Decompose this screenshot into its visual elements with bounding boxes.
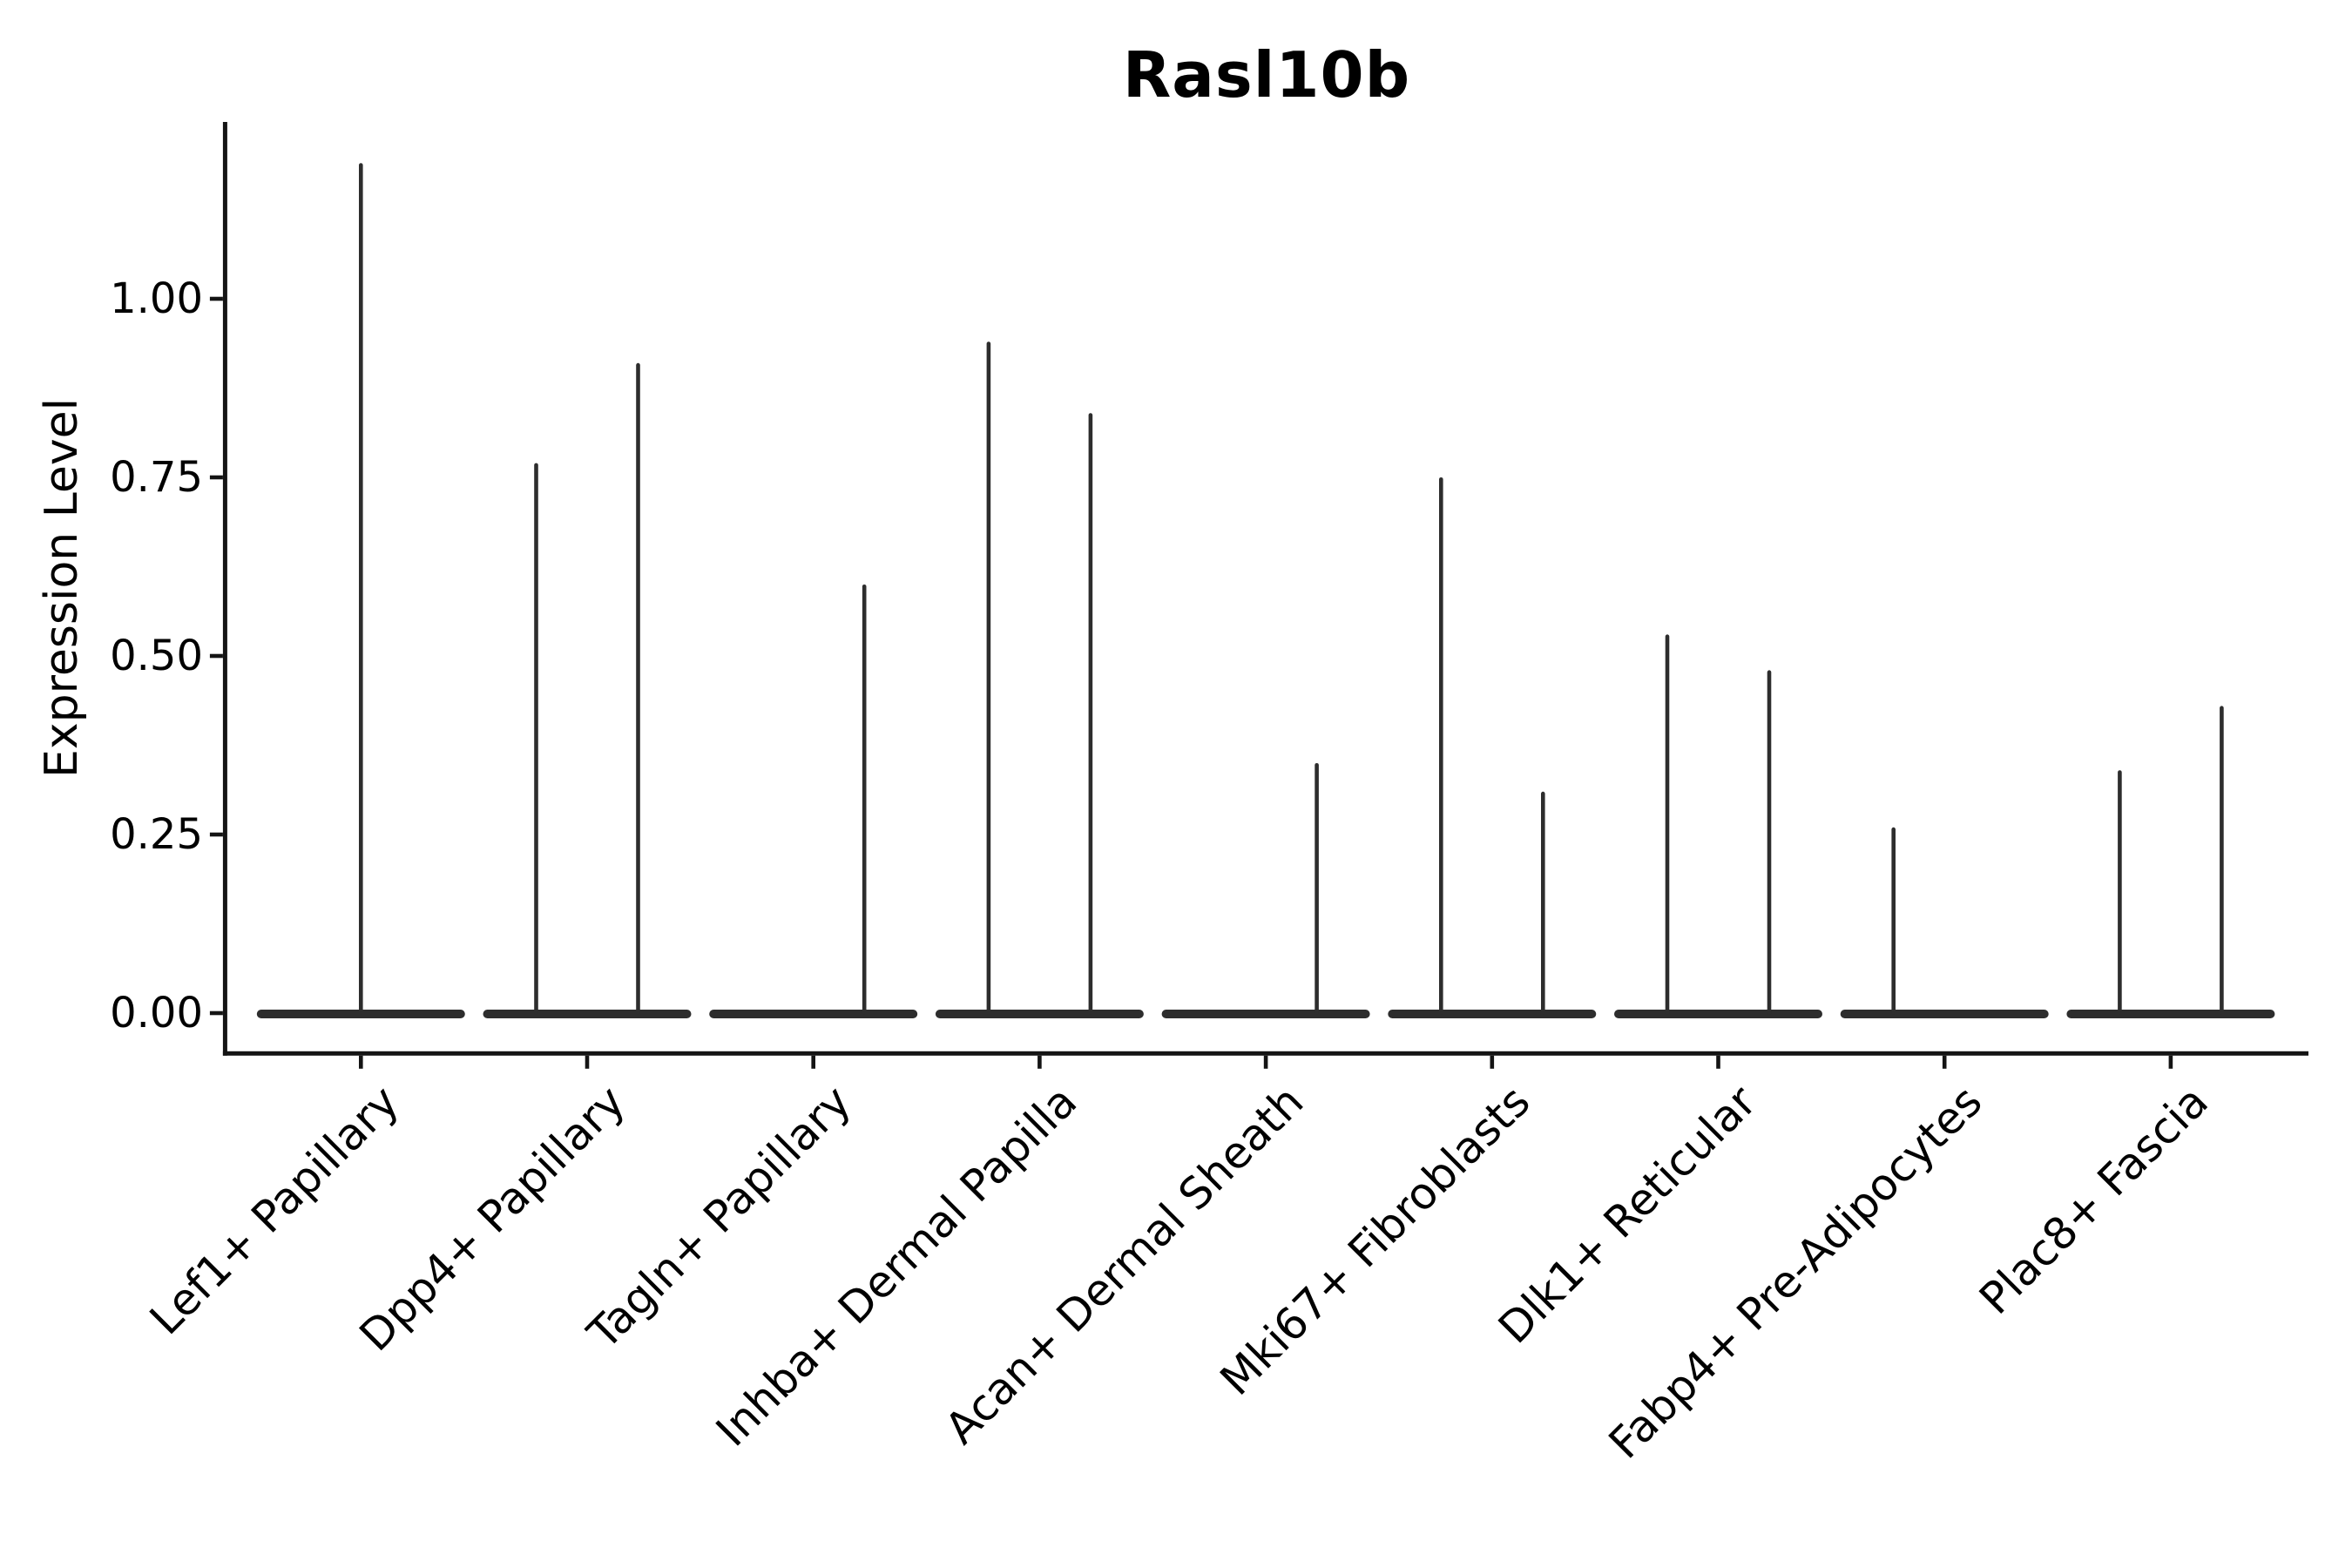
y-tick-mark bbox=[209, 475, 223, 480]
violin-spike bbox=[1767, 670, 1772, 1015]
violin-spike bbox=[1315, 763, 1319, 1015]
violin-body bbox=[1161, 1010, 1370, 1018]
violin-body bbox=[1388, 1010, 1597, 1018]
violin-spike bbox=[359, 163, 363, 1015]
y-tick-label: 0.25 bbox=[110, 810, 203, 859]
y-tick-label: 0.00 bbox=[110, 989, 203, 1037]
y-tick-mark bbox=[209, 653, 223, 659]
violin-spike bbox=[986, 341, 991, 1015]
y-tick-label: 0.75 bbox=[110, 453, 203, 502]
violin-body bbox=[1614, 1010, 1822, 1018]
y-tick-label: 1.00 bbox=[110, 274, 203, 323]
violin-spike bbox=[862, 585, 867, 1015]
x-tick-mark bbox=[1490, 1055, 1495, 1069]
violin-body bbox=[483, 1010, 692, 1018]
x-tick-mark bbox=[359, 1055, 363, 1069]
violin-spike bbox=[2220, 706, 2224, 1015]
y-tick-mark bbox=[209, 1010, 223, 1016]
violin-spike bbox=[1891, 827, 1896, 1015]
violin-spike bbox=[2118, 770, 2122, 1015]
violin-spike bbox=[1088, 413, 1093, 1015]
y-tick-mark bbox=[209, 296, 223, 301]
x-tick-mark bbox=[1942, 1055, 1947, 1069]
x-tick-mark bbox=[811, 1055, 815, 1069]
violin-spike bbox=[1541, 791, 1545, 1015]
violin-body bbox=[935, 1010, 1144, 1018]
y-axis-spine bbox=[222, 122, 227, 1056]
violin-spike bbox=[1439, 477, 1443, 1015]
y-tick-label: 0.50 bbox=[110, 632, 203, 680]
chart-title: Rasl10b bbox=[1122, 38, 1411, 112]
y-tick-mark bbox=[209, 832, 223, 837]
x-tick-mark bbox=[1037, 1055, 1042, 1069]
x-tick-mark bbox=[2168, 1055, 2173, 1069]
violin-body bbox=[709, 1010, 918, 1018]
x-tick-mark bbox=[1263, 1055, 1268, 1069]
violin-spike bbox=[534, 463, 538, 1015]
x-tick-mark bbox=[585, 1055, 590, 1069]
violin-body bbox=[2066, 1010, 2275, 1018]
violin-body bbox=[1840, 1010, 2049, 1018]
violin-spike bbox=[1665, 634, 1670, 1015]
x-tick-mark bbox=[1716, 1055, 1720, 1069]
x-axis-spine bbox=[222, 1051, 2309, 1056]
violin-spike bbox=[636, 362, 640, 1015]
